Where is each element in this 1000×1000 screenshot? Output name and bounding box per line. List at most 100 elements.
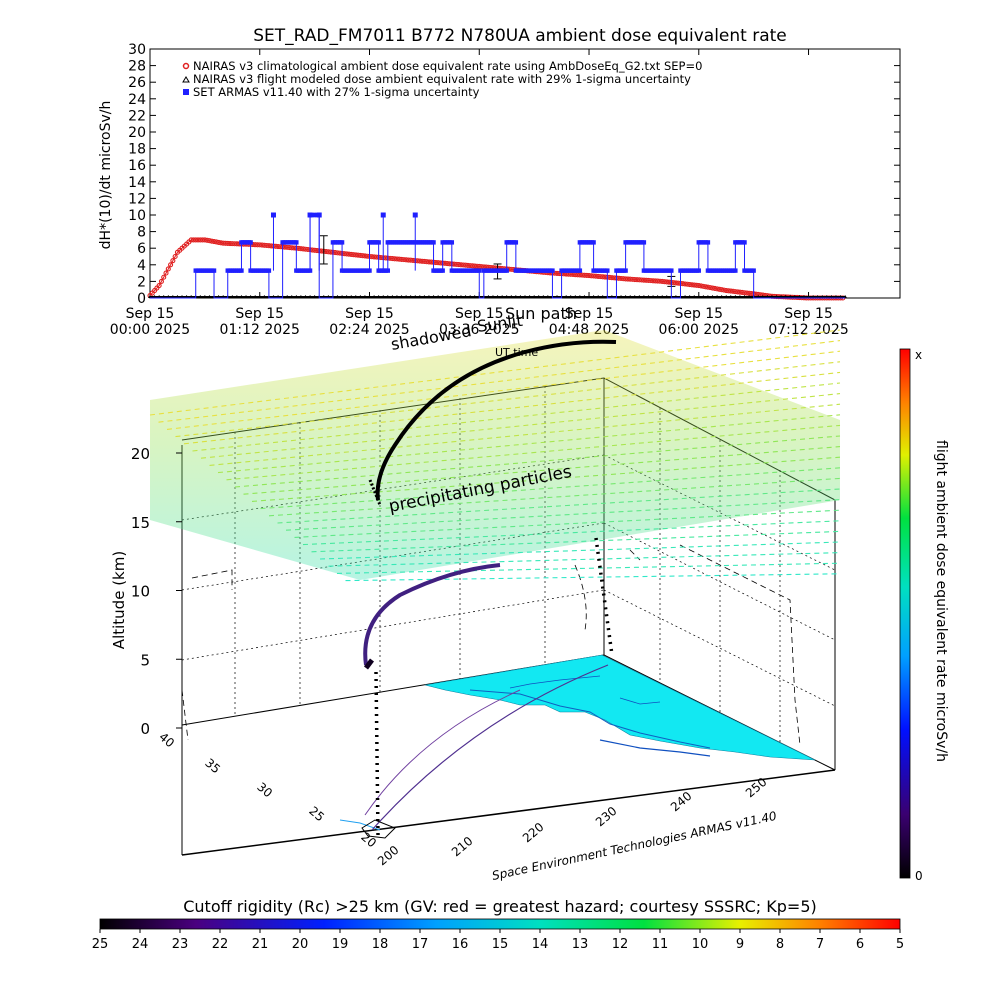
data-point xyxy=(348,251,354,257)
lat-tick-label: 35 xyxy=(202,756,223,777)
data-point xyxy=(756,295,761,298)
data-point xyxy=(385,268,391,273)
data-point xyxy=(703,284,709,290)
z-tick-label: 0 xyxy=(140,720,150,738)
y-tick-label: 30 xyxy=(128,42,146,58)
data-point xyxy=(449,240,455,245)
data-point xyxy=(724,295,729,298)
rc-tick-label: 17 xyxy=(412,937,429,952)
data-point xyxy=(289,245,295,251)
data-point xyxy=(609,295,614,298)
rc-tick-label: 20 xyxy=(292,937,309,952)
particle-dash-row xyxy=(328,552,841,567)
data-point xyxy=(684,281,690,287)
data-point xyxy=(229,241,235,247)
data-point xyxy=(707,285,713,291)
data-point xyxy=(586,273,592,279)
data-point xyxy=(532,295,537,298)
rc-tick-label: 15 xyxy=(492,937,509,952)
ground-map xyxy=(339,654,816,831)
data-point xyxy=(468,295,473,298)
flight-path-high-start xyxy=(368,479,382,506)
x-tick-label-time: 06:00 2025 xyxy=(659,322,739,338)
rc-tick-label: 5 xyxy=(896,937,904,952)
data-point xyxy=(426,295,431,298)
data-point xyxy=(737,289,743,295)
data-point xyxy=(705,295,710,298)
data-point xyxy=(195,237,201,243)
x-tick-label-date: Sep 15 xyxy=(455,306,504,322)
data-point xyxy=(344,251,350,257)
dose-colorbar-gradient xyxy=(899,348,911,879)
x-tick-label-date: Sep 15 xyxy=(235,306,284,322)
data-point xyxy=(709,285,716,291)
x-tick-label-date: Sep 15 xyxy=(784,306,833,322)
data-point xyxy=(691,282,697,288)
data-point xyxy=(294,240,299,245)
data-point xyxy=(651,295,656,298)
rc-tick-label: 9 xyxy=(736,937,744,952)
x-tick-label-date: Sep 15 xyxy=(565,306,614,322)
y-tick-label: 10 xyxy=(128,208,146,224)
data-point xyxy=(286,245,293,251)
data-point xyxy=(641,295,646,298)
data-point xyxy=(744,268,749,273)
lon-tick-label: 210 xyxy=(449,834,476,859)
data-point xyxy=(355,252,361,258)
data-point xyxy=(689,282,695,288)
particle-dash-row xyxy=(226,424,841,481)
data-point xyxy=(701,295,706,298)
data-point xyxy=(399,295,404,298)
rc-colorbar-gradient xyxy=(99,918,901,930)
data-point xyxy=(719,295,724,298)
data-point xyxy=(705,284,711,290)
data-point xyxy=(655,295,660,298)
data-point xyxy=(588,273,594,279)
data-point xyxy=(298,246,304,252)
data-point xyxy=(353,295,358,298)
data-point xyxy=(643,277,649,283)
data-point xyxy=(824,295,829,298)
data-point xyxy=(193,237,199,243)
data-point xyxy=(385,295,390,298)
z-tick-label: 10 xyxy=(131,583,150,601)
data-point xyxy=(234,241,240,247)
data-point xyxy=(394,295,399,298)
data-point xyxy=(833,295,838,298)
data-point xyxy=(742,240,747,245)
rc-colorbar-ticks: 25 24 23 22 21 20 19 18 17 16 15 14 13 12 11 10 9 8 7 6 5 xyxy=(92,929,904,952)
data-point xyxy=(504,295,509,298)
data-point xyxy=(693,282,700,288)
data-point xyxy=(458,295,463,298)
particle-dash-row xyxy=(183,371,841,445)
data-point xyxy=(696,282,702,289)
data-point xyxy=(394,256,400,262)
particle-dash-row xyxy=(234,435,841,488)
data-point xyxy=(360,253,366,259)
data-point xyxy=(257,295,262,298)
data-point xyxy=(587,295,592,298)
legend-label: SET ARMAS v11.40 with 27% 1-sigma uncert… xyxy=(193,85,480,99)
data-point xyxy=(733,295,738,298)
altitude-axis: 0 5 10 15 20 xyxy=(131,445,182,738)
data-point xyxy=(300,246,306,252)
data-point xyxy=(591,240,596,245)
legend: NAIRAS v3 climatological ambient dose eq… xyxy=(182,59,702,99)
legend-label: NAIRAS v3 flight modeled dose ambient eq… xyxy=(193,72,691,86)
data-point xyxy=(456,262,462,268)
data-point xyxy=(454,295,459,298)
data-point xyxy=(166,295,171,298)
x-tick-label-time: 07:12 2025 xyxy=(768,322,848,338)
particle-dash-row xyxy=(345,573,841,582)
data-point xyxy=(339,240,345,245)
data-point xyxy=(264,242,270,249)
data-point xyxy=(168,262,174,268)
data-point xyxy=(741,290,748,296)
data-point xyxy=(687,295,692,298)
data-point xyxy=(797,295,802,298)
data-point xyxy=(447,240,452,245)
data-point xyxy=(469,263,475,269)
data-point xyxy=(577,272,583,278)
data-point xyxy=(440,295,445,298)
data-point xyxy=(715,295,720,298)
